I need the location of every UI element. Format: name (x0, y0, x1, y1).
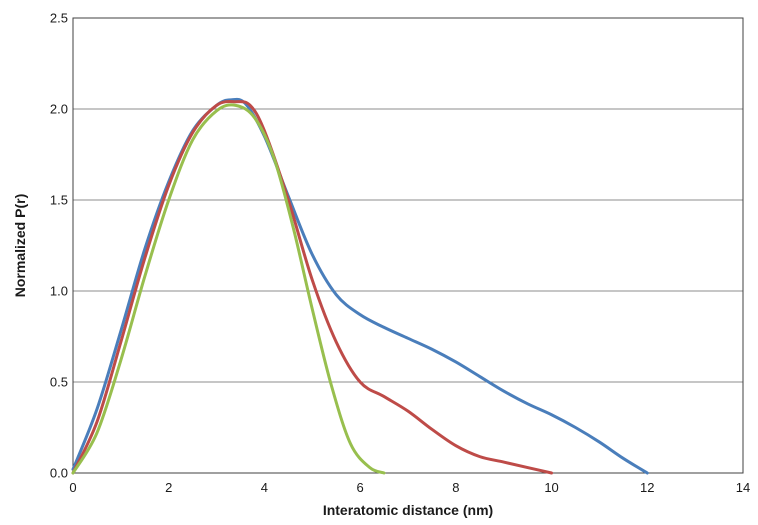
x-tick-label: 2 (165, 480, 172, 495)
y-tick-label: 0.5 (50, 375, 68, 390)
y-axis-tick-labels: 0.0 0.5 1.0 1.5 2.0 2.5 (50, 11, 68, 481)
y-tick-label: 1.0 (50, 284, 68, 299)
y-tick-label: 0.0 (50, 466, 68, 481)
grid-lines (73, 17, 743, 474)
y-tick-label: 1.5 (50, 193, 68, 208)
x-axis-title: Interatomic distance (nm) (323, 502, 493, 518)
y-axis-title: Normalized P(r) (12, 194, 28, 297)
x-tick-label: 10 (544, 480, 558, 495)
series-line-1 (71, 97, 649, 475)
y-tick-label: 2.0 (50, 102, 68, 117)
x-tick-label: 14 (736, 480, 750, 495)
series-line-3 (71, 103, 386, 475)
x-tick-label: 8 (452, 480, 459, 495)
x-tick-label: 6 (357, 480, 364, 495)
plot-area-frame (72, 17, 744, 474)
x-axis-tick-labels: 0 2 4 6 8 10 12 14 (69, 480, 750, 495)
series-line-2 (71, 100, 554, 475)
x-tick-label: 0 (69, 480, 76, 495)
series-lines (71, 97, 649, 475)
x-tick-label: 12 (640, 480, 654, 495)
y-tick-label: 2.5 (50, 11, 68, 26)
x-tick-label: 4 (261, 480, 268, 495)
